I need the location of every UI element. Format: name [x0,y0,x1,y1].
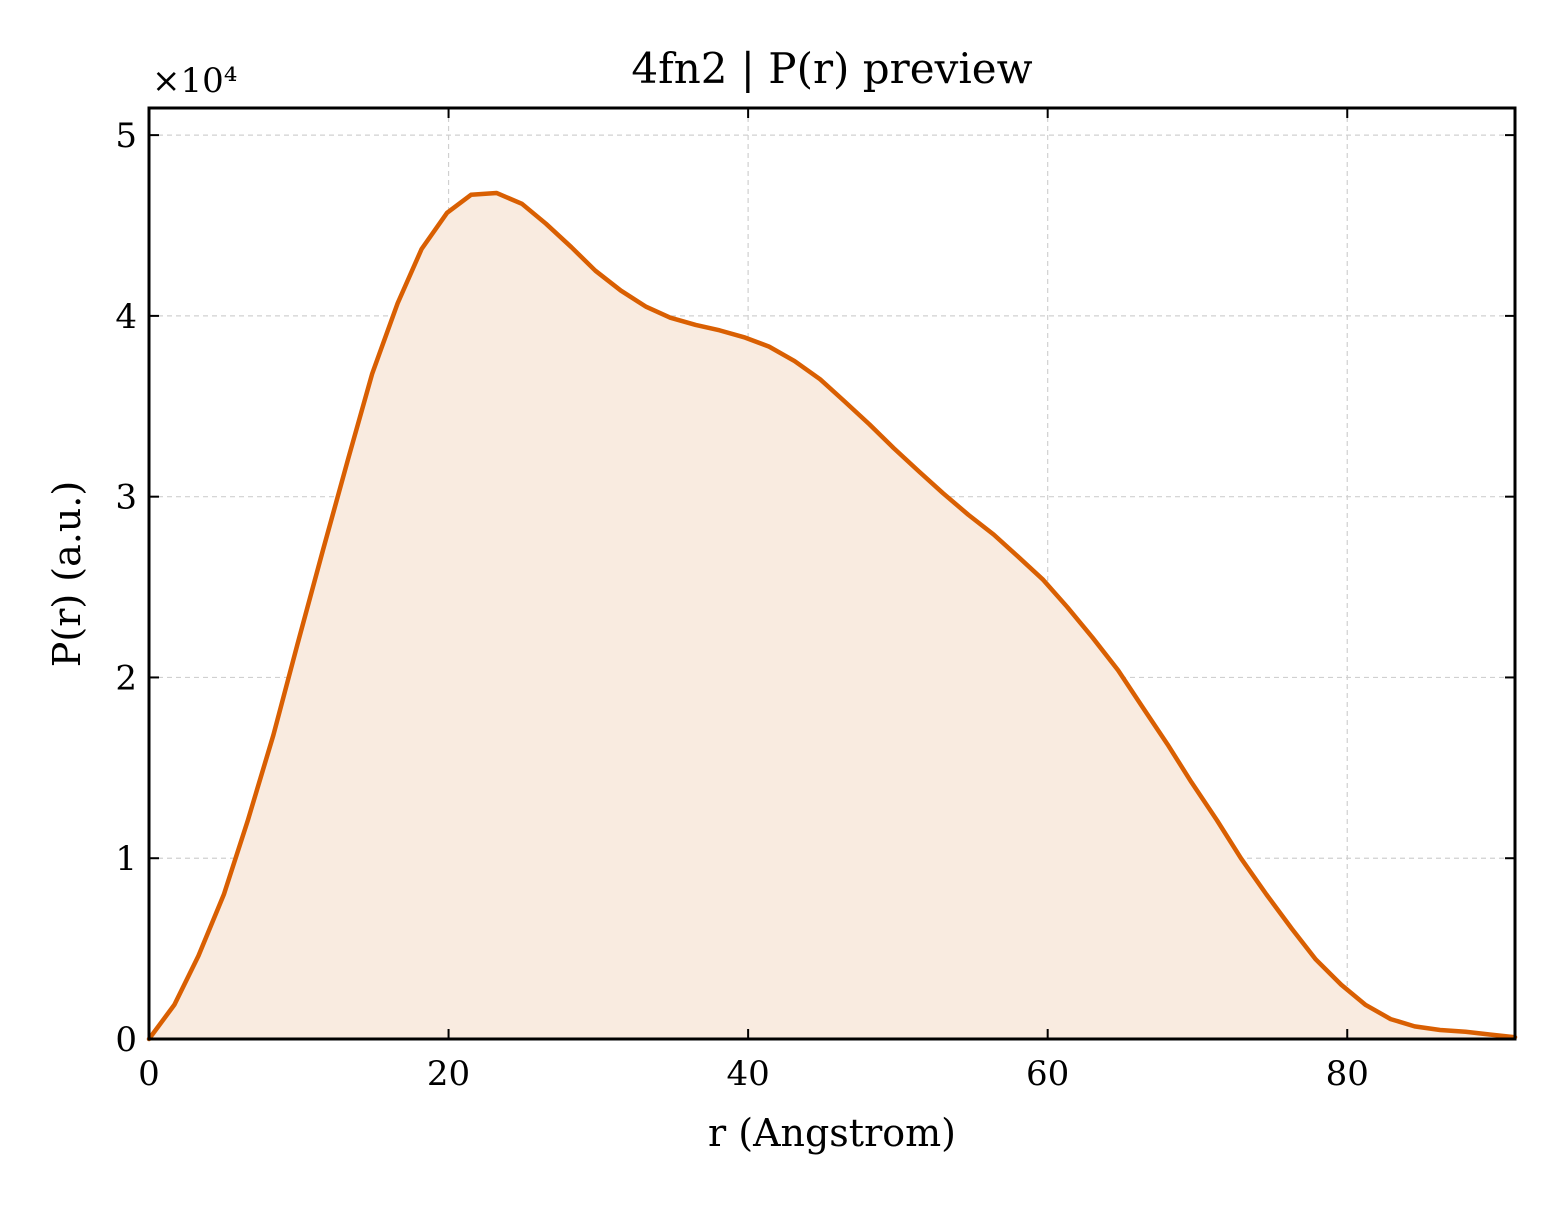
plot-frame [147,106,1517,1041]
y-tick-label: 0 [115,1020,137,1060]
series-line [146,190,1518,1042]
x-tick-label: 40 [726,1054,769,1094]
ticks: 0 20 40 60 80 0 1 2 3 4 5 [115,108,1515,1094]
x-tick-label: 20 [427,1054,470,1094]
y-tick-label: 3 [115,478,137,518]
plot-area [146,190,1518,1042]
x-tick-label: 80 [1326,1054,1369,1094]
y-tick-label: 1 [115,839,137,879]
y-axis-title: P(r) (a.u.) [45,481,89,667]
y-tick-label: 5 [115,116,137,156]
x-tick-label: 60 [1026,1054,1069,1094]
x-axis-title: r (Angstrom) [708,1111,956,1155]
y-axis-multiplier-label: ×10⁴ [152,61,237,101]
y-tick-label: 2 [115,658,137,698]
chart-title: 4fn2 | P(r) preview [631,44,1032,93]
y-tick-label: 4 [115,297,137,337]
x-tick-label: 0 [138,1054,160,1094]
series-area-fill [149,192,1515,1040]
